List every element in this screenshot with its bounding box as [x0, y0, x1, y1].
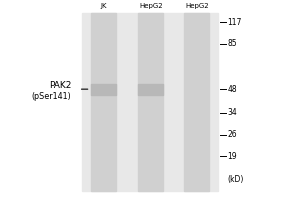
Text: JK: JK — [100, 3, 106, 9]
Bar — [138, 84, 164, 95]
Text: 85: 85 — [227, 39, 237, 48]
Bar — [91, 84, 116, 95]
Text: HepG2: HepG2 — [139, 3, 163, 9]
Bar — [138, 13, 164, 191]
Bar — [184, 13, 209, 191]
Text: 117: 117 — [227, 18, 242, 27]
Text: 34: 34 — [227, 108, 237, 117]
Bar — [91, 13, 116, 191]
Text: (kD): (kD) — [227, 175, 244, 184]
Text: 26: 26 — [227, 130, 237, 139]
Text: (pSer141): (pSer141) — [32, 92, 71, 101]
Text: PAK2: PAK2 — [49, 81, 71, 90]
Text: 19: 19 — [227, 152, 237, 161]
Bar — [82, 13, 218, 191]
Text: 48: 48 — [227, 85, 237, 94]
Text: HepG2: HepG2 — [185, 3, 208, 9]
